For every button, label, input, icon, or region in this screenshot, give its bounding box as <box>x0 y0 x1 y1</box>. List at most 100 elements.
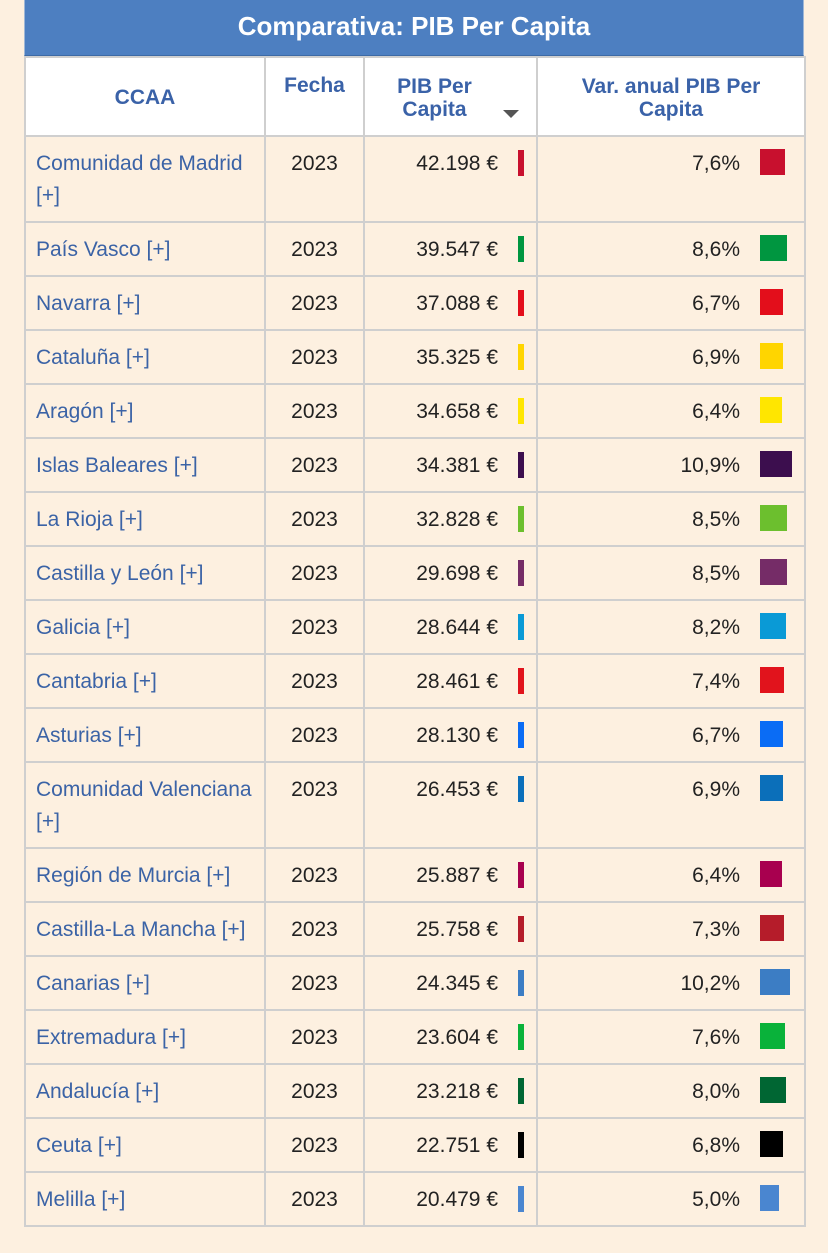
variation-bar <box>760 343 783 369</box>
column-header-pib[interactable]: PIB Per Capita <box>363 56 538 137</box>
variation-value: 7,4% <box>692 670 740 693</box>
date-cell: 2023 <box>264 653 365 709</box>
region-name-link[interactable]: Aragón [+] <box>24 383 266 439</box>
column-header-ccaa[interactable]: CCAA <box>24 56 266 137</box>
variation-cell: 7,6% <box>536 1009 806 1065</box>
variation-bar <box>760 1185 779 1211</box>
region-name-link[interactable]: Andalucía [+] <box>24 1063 266 1119</box>
variation-value: 8,2% <box>692 616 740 639</box>
variation-value: 6,4% <box>692 400 740 423</box>
region-name-link[interactable]: Comunidad de Madrid [+] <box>24 135 266 223</box>
variation-value: 6,9% <box>692 778 740 801</box>
color-bar <box>518 560 524 586</box>
region-name-link[interactable]: Melilla [+] <box>24 1171 266 1227</box>
color-bar <box>518 150 524 176</box>
region-name-link[interactable]: Cataluña [+] <box>24 329 266 385</box>
variation-cell: 7,4% <box>536 653 806 709</box>
gdp-value: 28.130 € <box>416 724 498 747</box>
region-name-link[interactable]: Región de Murcia [+] <box>24 847 266 903</box>
variation-value: 8,0% <box>692 1080 740 1103</box>
column-header-fecha[interactable]: Fecha <box>264 56 365 137</box>
region-name-link[interactable]: Navarra [+] <box>24 275 266 331</box>
variation-cell: 6,7% <box>536 275 806 331</box>
color-bar <box>518 236 524 262</box>
table-row: Ceuta [+] 2023 22.751 € 6,8% <box>24 1117 806 1173</box>
table-row: Andalucía [+] 2023 23.218 € 8,0% <box>24 1063 806 1119</box>
region-name-link[interactable]: Comunidad Valenciana [+] <box>24 761 266 849</box>
variation-bar <box>760 721 783 747</box>
date-cell: 2023 <box>264 1117 365 1173</box>
sort-descending-icon <box>503 110 519 118</box>
region-name-link[interactable]: Ceuta [+] <box>24 1117 266 1173</box>
gdp-cell: 34.658 € <box>363 383 538 439</box>
table-row: Región de Murcia [+] 2023 25.887 € 6,4% <box>24 847 806 903</box>
variation-bar <box>760 861 782 887</box>
table-row: Canarias [+] 2023 24.345 € 10,2% <box>24 955 806 1011</box>
region-name-link[interactable]: La Rioja [+] <box>24 491 266 547</box>
gdp-table: CCAA Fecha PIB Per Capita Var. anual PIB… <box>24 56 806 1227</box>
gdp-cell: 25.758 € <box>363 901 538 957</box>
column-header-var[interactable]: Var. anual PIB Per Capita <box>536 56 806 137</box>
gdp-value: 24.345 € <box>416 972 498 995</box>
date-cell: 2023 <box>264 275 365 331</box>
variation-cell: 7,3% <box>536 901 806 957</box>
region-name-link[interactable]: Castilla-La Mancha [+] <box>24 901 266 957</box>
region-name-link[interactable]: Extremadura [+] <box>24 1009 266 1065</box>
gdp-value: 23.218 € <box>416 1080 498 1103</box>
table-row: Melilla [+] 2023 20.479 € 5,0% <box>24 1171 806 1227</box>
color-bar <box>518 614 524 640</box>
variation-bar <box>760 775 783 801</box>
color-bar <box>518 290 524 316</box>
table-row: Extremadura [+] 2023 23.604 € 7,6% <box>24 1009 806 1065</box>
gdp-cell: 39.547 € <box>363 221 538 277</box>
color-bar <box>518 970 524 996</box>
gdp-value: 28.644 € <box>416 616 498 639</box>
date-cell: 2023 <box>264 761 365 849</box>
variation-value: 10,2% <box>680 972 740 995</box>
date-cell: 2023 <box>264 1171 365 1227</box>
comparison-table-widget: Comparativa: PIB Per Capita CCAA Fecha P… <box>24 0 806 1227</box>
color-bar <box>518 668 524 694</box>
table-row: Comunidad Valenciana [+] 2023 26.453 € 6,9% <box>24 761 806 849</box>
date-cell: 2023 <box>264 707 365 763</box>
variation-cell: 6,9% <box>536 329 806 385</box>
table-row: Navarra [+] 2023 37.088 € 6,7% <box>24 275 806 331</box>
region-name-link[interactable]: Canarias [+] <box>24 955 266 1011</box>
table-row: Castilla-La Mancha [+] 2023 25.758 € 7,3% <box>24 901 806 957</box>
gdp-cell: 42.198 € <box>363 135 538 223</box>
variation-bar <box>760 1023 785 1049</box>
gdp-value: 29.698 € <box>416 562 498 585</box>
gdp-value: 34.658 € <box>416 400 498 423</box>
variation-value: 6,8% <box>692 1134 740 1157</box>
gdp-value: 25.758 € <box>416 918 498 941</box>
date-cell: 2023 <box>264 491 365 547</box>
gdp-cell: 24.345 € <box>363 955 538 1011</box>
column-header-var-label: Var. anual PIB Per Capita <box>581 75 761 121</box>
table-row: Asturias [+] 2023 28.130 € 6,7% <box>24 707 806 763</box>
gdp-cell: 35.325 € <box>363 329 538 385</box>
region-name-link[interactable]: Cantabria [+] <box>24 653 266 709</box>
region-name-link[interactable]: País Vasco [+] <box>24 221 266 277</box>
variation-value: 6,9% <box>692 346 740 369</box>
region-name-link[interactable]: Asturias [+] <box>24 707 266 763</box>
variation-value: 6,7% <box>692 724 740 747</box>
variation-value: 7,6% <box>692 152 740 175</box>
region-name-link[interactable]: Galicia [+] <box>24 599 266 655</box>
date-cell: 2023 <box>264 437 365 493</box>
variation-cell: 5,0% <box>536 1171 806 1227</box>
gdp-cell: 22.751 € <box>363 1117 538 1173</box>
region-name-link[interactable]: Islas Baleares [+] <box>24 437 266 493</box>
color-bar <box>518 776 524 802</box>
variation-bar <box>760 1131 783 1157</box>
variation-bar <box>760 1077 786 1103</box>
gdp-value: 34.381 € <box>416 454 498 477</box>
variation-cell: 7,6% <box>536 135 806 223</box>
date-cell: 2023 <box>264 1009 365 1065</box>
date-cell: 2023 <box>264 329 365 385</box>
table-row: País Vasco [+] 2023 39.547 € 8,6% <box>24 221 806 277</box>
variation-cell: 6,4% <box>536 383 806 439</box>
region-name-link[interactable]: Castilla y León [+] <box>24 545 266 601</box>
variation-cell: 6,7% <box>536 707 806 763</box>
variation-value: 6,7% <box>692 292 740 315</box>
gdp-cell: 28.130 € <box>363 707 538 763</box>
